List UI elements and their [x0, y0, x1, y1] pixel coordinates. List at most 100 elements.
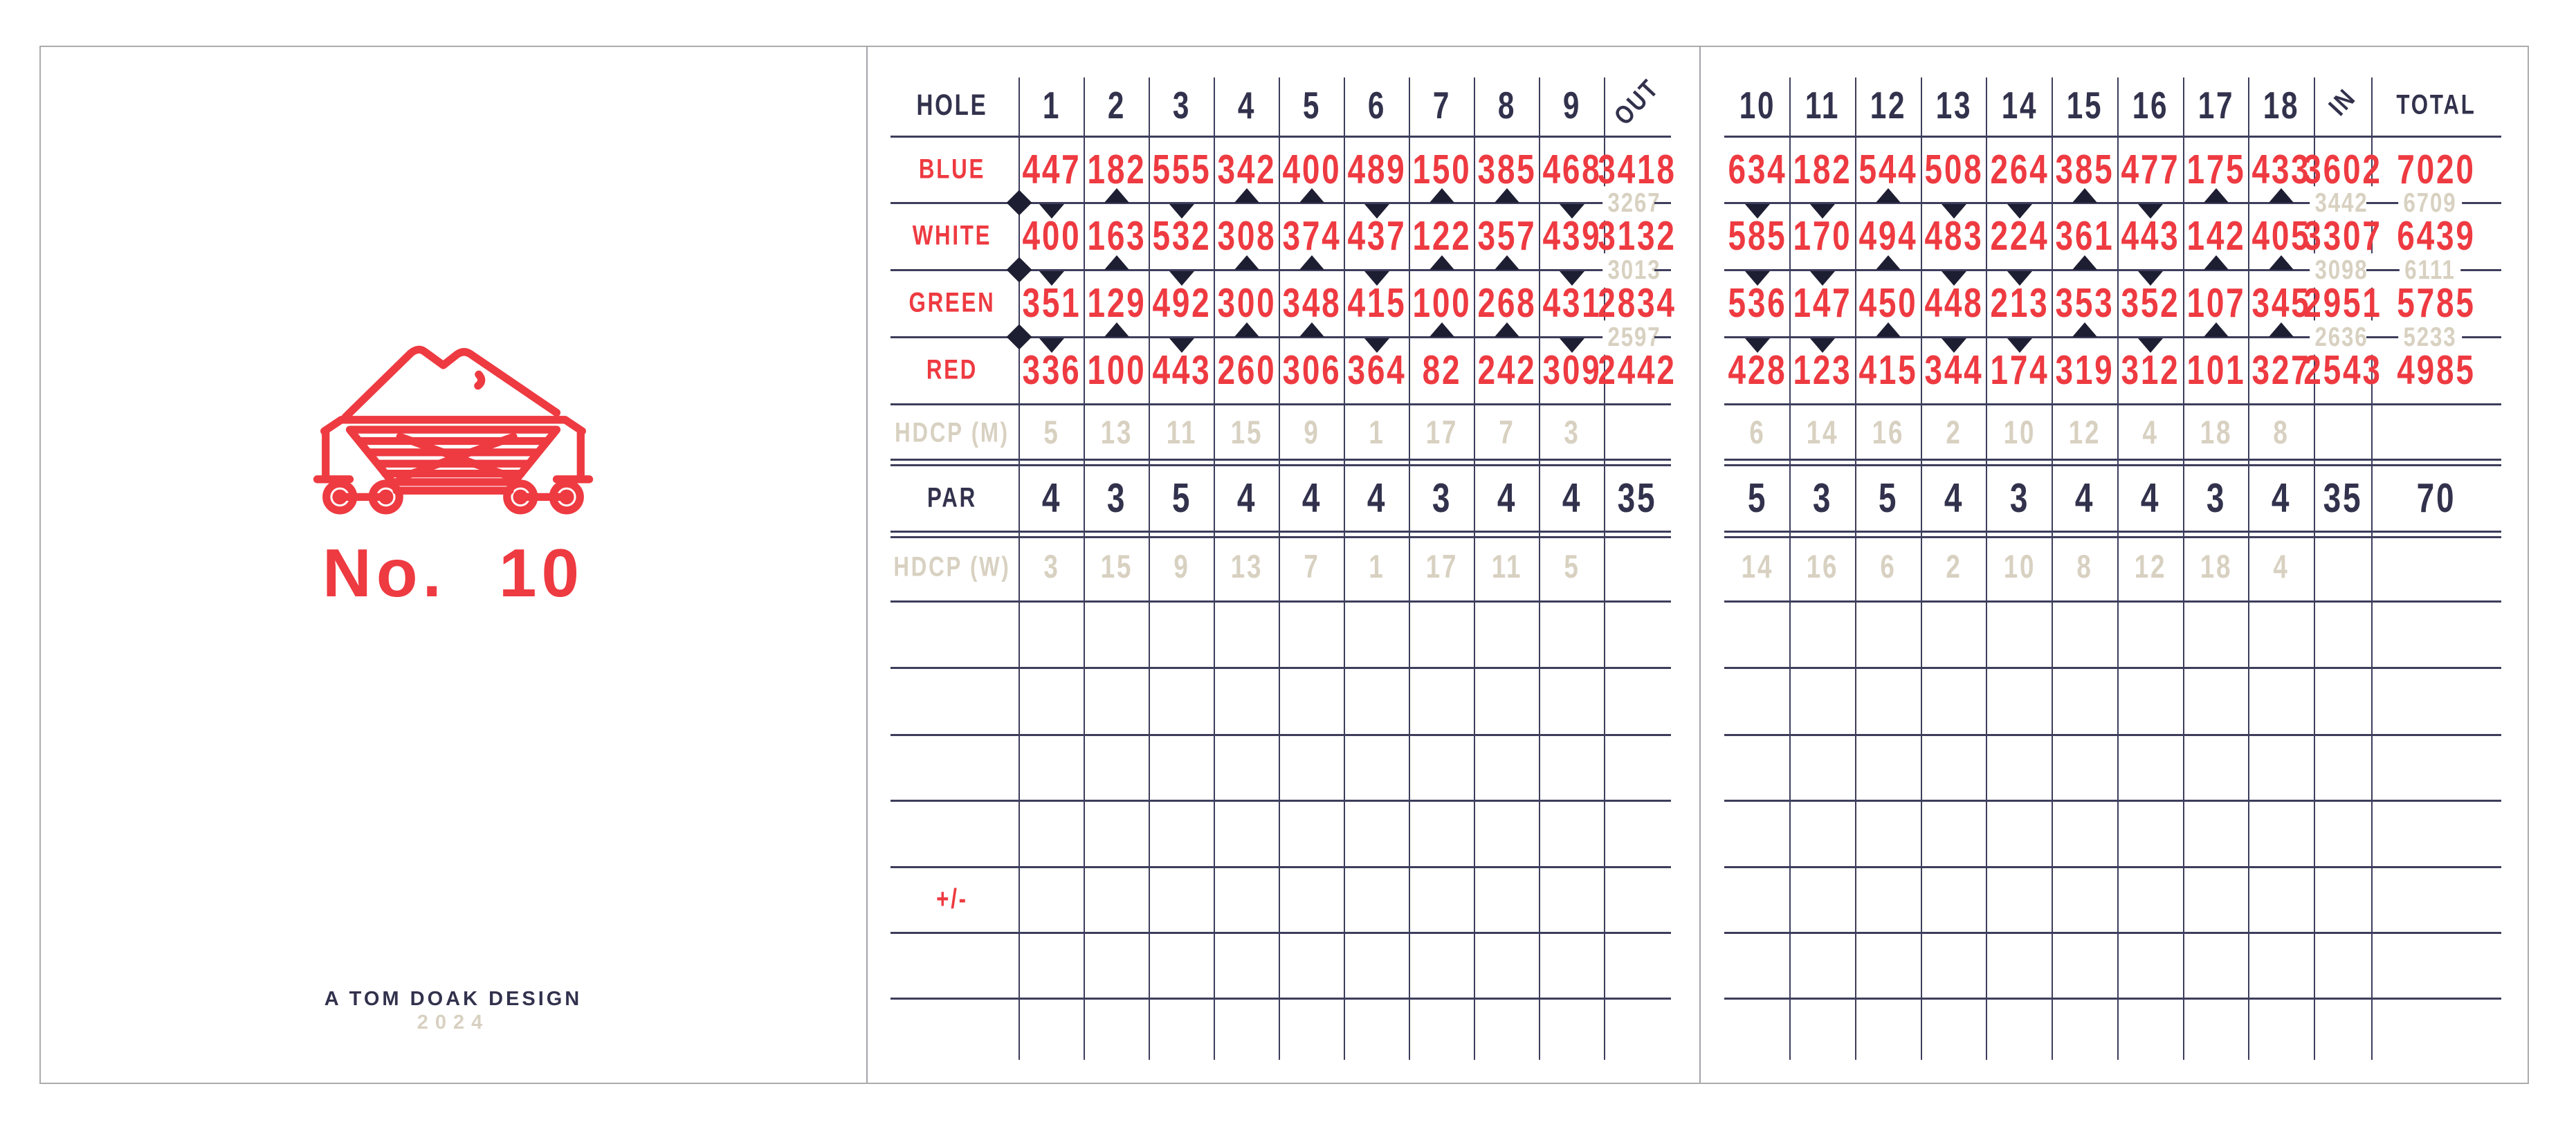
header-summary-label: IN [2323, 82, 2362, 122]
back-red-summary: 4985 [2397, 347, 2476, 394]
front-par-value: 4 [1301, 475, 1322, 522]
front-blue-value: 468 [1542, 146, 1602, 193]
fold-line-right [1699, 46, 1701, 1083]
combined-tee-yardage: 3098 [2310, 253, 2373, 288]
row-line-double [890, 459, 1671, 466]
header-hole-label: HOLE [916, 88, 988, 122]
front-green-value: 431 [1542, 279, 1602, 327]
tee-marker-down [2138, 204, 2163, 219]
header-hole-number: 8 [1497, 84, 1517, 127]
fold-line-left [866, 46, 868, 1083]
tee-marker-up [1876, 255, 1901, 270]
grid-vline [2314, 77, 2315, 1060]
front-red-value: 100 [1087, 347, 1147, 394]
front-hdcp_m-value: 17 [1425, 414, 1459, 451]
divider-dash [2366, 269, 2392, 271]
tee-marker-up [2269, 322, 2294, 337]
back-red-value: 101 [2186, 347, 2246, 394]
cart-rail [320, 416, 586, 435]
header-hole-number: 11 [1805, 84, 1840, 127]
front-green-value: 492 [1152, 279, 1212, 327]
header-hole-number: 18 [2263, 84, 2300, 127]
front-white-value: 357 [1477, 212, 1537, 259]
tee-marker-up [2269, 188, 2294, 203]
tee-marker-down [1810, 271, 1835, 286]
row-line [890, 600, 1671, 603]
back-blue-value: 385 [2055, 146, 2114, 193]
divider-dash [2469, 336, 2501, 338]
tee-marker-down [1169, 271, 1194, 286]
tee-marker-up [2204, 188, 2229, 203]
row-line [890, 269, 1671, 271]
back-hdcp_w-value: 18 [2200, 549, 2233, 585]
front-white-value: 122 [1412, 212, 1472, 259]
row-label-hdcp_m: HDCP (M) [895, 416, 1010, 448]
row-label-blue: BLUE [918, 153, 986, 185]
row-line [1724, 734, 2501, 736]
grid-vline [1084, 77, 1085, 1060]
back-hdcp_m-value: 2 [1946, 414, 1962, 451]
back-white-summary: 6439 [2397, 212, 2476, 259]
tee-marker-down [1745, 271, 1770, 286]
header-hole-number: 16 [2132, 84, 2169, 127]
front-par-value: 4 [1367, 475, 1387, 522]
grid-vline [1986, 77, 1987, 1060]
tee-marker-down [1039, 204, 1064, 219]
tee-marker-down [1364, 338, 1389, 353]
grid-vline [1018, 77, 1020, 1060]
front-blue-value: 400 [1282, 146, 1342, 193]
front-white-value: 374 [1282, 212, 1342, 259]
back-red-value: 319 [2055, 347, 2114, 394]
front-hdcp_w-value: 1 [1369, 549, 1385, 585]
back-blue-summary: 7020 [2397, 146, 2476, 193]
back-green-value: 345 [2251, 279, 2311, 327]
back-hdcp_w-value: 12 [2134, 549, 2167, 585]
tee-marker-up [2072, 255, 2097, 270]
front-hdcp_w-value: 11 [1491, 549, 1523, 585]
grid-vline [1344, 77, 1345, 1060]
grid-vline [1789, 77, 1791, 1060]
back-green-summary: 5785 [2397, 279, 2476, 327]
back-white-value: 585 [1728, 212, 1787, 259]
back-white-value: 405 [2251, 212, 2311, 259]
row-line [1724, 800, 2501, 802]
row-label-hdcp_w: HDCP (W) [893, 551, 1011, 582]
back-hdcp_m-value: 12 [2068, 414, 2101, 451]
back-hdcp_m-value: 14 [1806, 414, 1839, 451]
row-label-par: PAR [926, 481, 978, 513]
row-line [890, 800, 1671, 802]
grid-vline [1539, 77, 1540, 1060]
divider-dash [1654, 269, 1671, 271]
header-hole-number: 9 [1562, 84, 1582, 127]
front-green-value: 100 [1412, 279, 1472, 327]
tee-marker-up [2204, 322, 2229, 337]
row-label-red: RED [926, 354, 978, 385]
back-par-value: 5 [1878, 475, 1899, 522]
front-par-value: 4 [1236, 475, 1257, 522]
back-hdcp_w-value: 14 [1741, 549, 1774, 585]
grid-vline [1149, 77, 1150, 1060]
combined-tee-yardage: 3442 [2310, 186, 2373, 221]
tee-marker-down [1169, 338, 1194, 353]
header-hole-number: 10 [1739, 84, 1776, 127]
front-hdcp_w-value: 13 [1230, 549, 1263, 585]
row-line [890, 932, 1671, 934]
tee-marker-up [1429, 255, 1454, 270]
front-par-value: 4 [1041, 475, 1062, 522]
tee-marker-up [1429, 188, 1454, 203]
combined-tee-yardage: 6709 [2398, 186, 2462, 221]
back-white-value: 494 [1858, 212, 1918, 259]
tee-marker-down [1560, 338, 1584, 353]
back-hdcp_m-value: 16 [1872, 414, 1905, 451]
front-green-value: 348 [1282, 279, 1342, 327]
front-hdcp_m-value: 1 [1369, 414, 1385, 451]
front-blue-summary: 3418 [1598, 146, 1677, 193]
combined-tee-yardage: 2636 [2310, 320, 2373, 355]
back-par-value: 4 [2074, 475, 2095, 522]
row-line [1724, 336, 2501, 338]
row-line [1724, 932, 2501, 934]
header-hole-number: 2 [1107, 84, 1126, 127]
divider-dash [2366, 336, 2392, 338]
tee-marker-up [1495, 255, 1519, 270]
